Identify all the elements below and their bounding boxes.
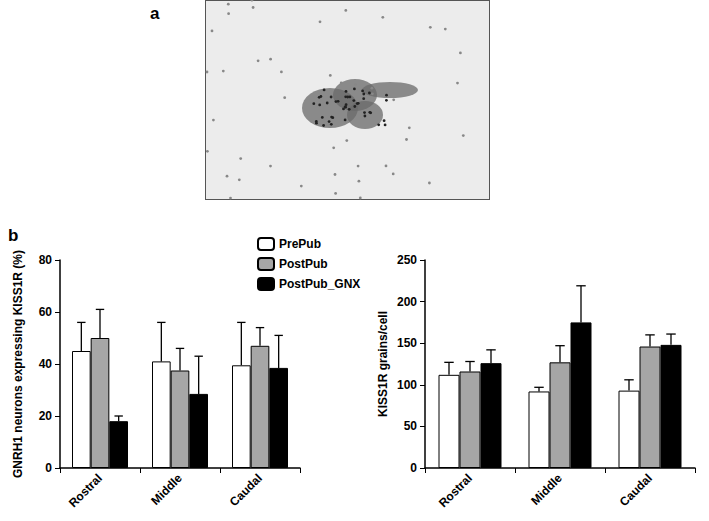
svg-text:60: 60 (39, 305, 53, 319)
svg-text:KISS1R grains/cell: KISS1R grains/cell (376, 311, 390, 417)
svg-text:80: 80 (39, 253, 53, 267)
svg-text:PrePub: PrePub (279, 237, 321, 251)
svg-text:PostPub_GNX: PostPub_GNX (279, 277, 360, 291)
svg-text:150: 150 (397, 336, 417, 350)
svg-text:Caudal: Caudal (617, 471, 655, 509)
svg-text:0: 0 (410, 461, 417, 475)
svg-text:0: 0 (45, 461, 52, 475)
svg-text:PostPub: PostPub (279, 257, 328, 271)
svg-text:250: 250 (397, 253, 417, 267)
svg-text:Middle: Middle (148, 471, 185, 508)
svg-text:Rostral: Rostral (436, 471, 475, 510)
html-text:a: a (150, 4, 160, 23)
svg-text:50: 50 (404, 419, 418, 433)
svg-text:Caudal: Caudal (227, 471, 265, 509)
html-text:b: b (8, 226, 19, 245)
svg-text:Middle: Middle (528, 471, 565, 508)
svg-text:40: 40 (39, 357, 53, 371)
svg-text:100: 100 (397, 378, 417, 392)
svg-text:20: 20 (39, 409, 53, 423)
svg-text:200: 200 (397, 295, 417, 309)
svg-text:GNRH1 neurons expressing KISS1: GNRH1 neurons expressing KISS1R (%) (11, 250, 25, 478)
svg-text:Rostral: Rostral (66, 471, 105, 510)
